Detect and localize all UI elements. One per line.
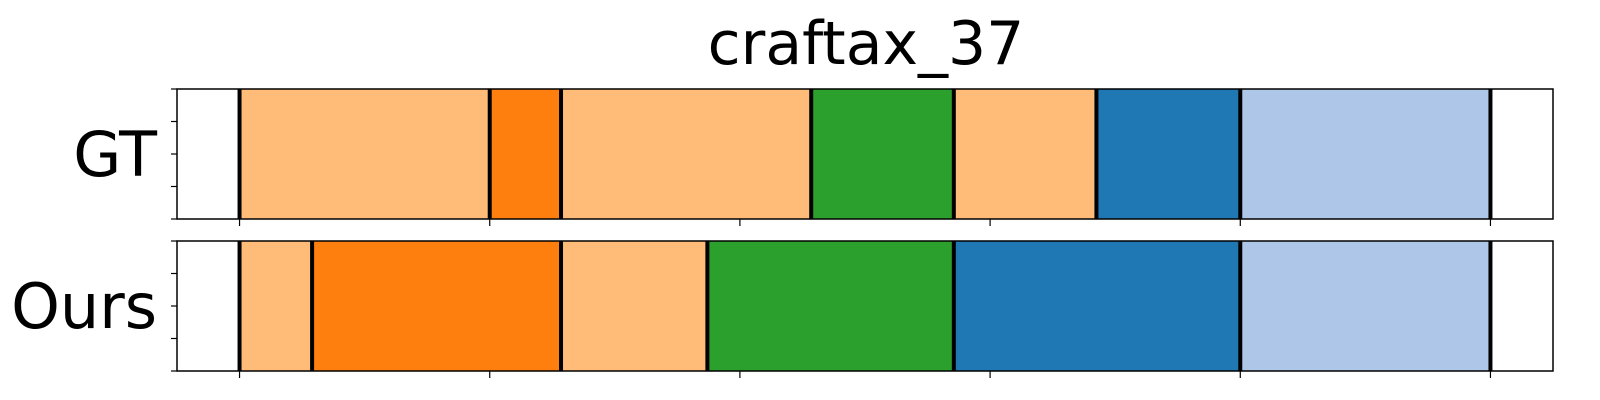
segment-bar: [1240, 89, 1491, 219]
segment-bar: [239, 241, 313, 371]
row-label-gt: GT: [73, 118, 158, 191]
segment-bar: [489, 89, 562, 219]
row-label-ours: Ours: [11, 270, 157, 343]
chart-title: craftax_37: [708, 9, 1025, 79]
segment-bar: [239, 89, 490, 219]
segment-bar: [953, 89, 1097, 219]
row-panel-gt: GT: [73, 88, 1554, 220]
segment-bar: [811, 89, 954, 219]
segment-bar: [1096, 89, 1241, 219]
segment-bar: [953, 241, 1241, 371]
segment-bar: [1240, 241, 1491, 371]
segment-bar: [561, 241, 708, 371]
segment-bar: [707, 241, 954, 371]
segment-bar: [312, 241, 562, 371]
segment-bar: [561, 89, 812, 219]
row-panel-ours: Ours: [11, 240, 1554, 372]
panels: GT Ours: [11, 88, 1554, 378]
